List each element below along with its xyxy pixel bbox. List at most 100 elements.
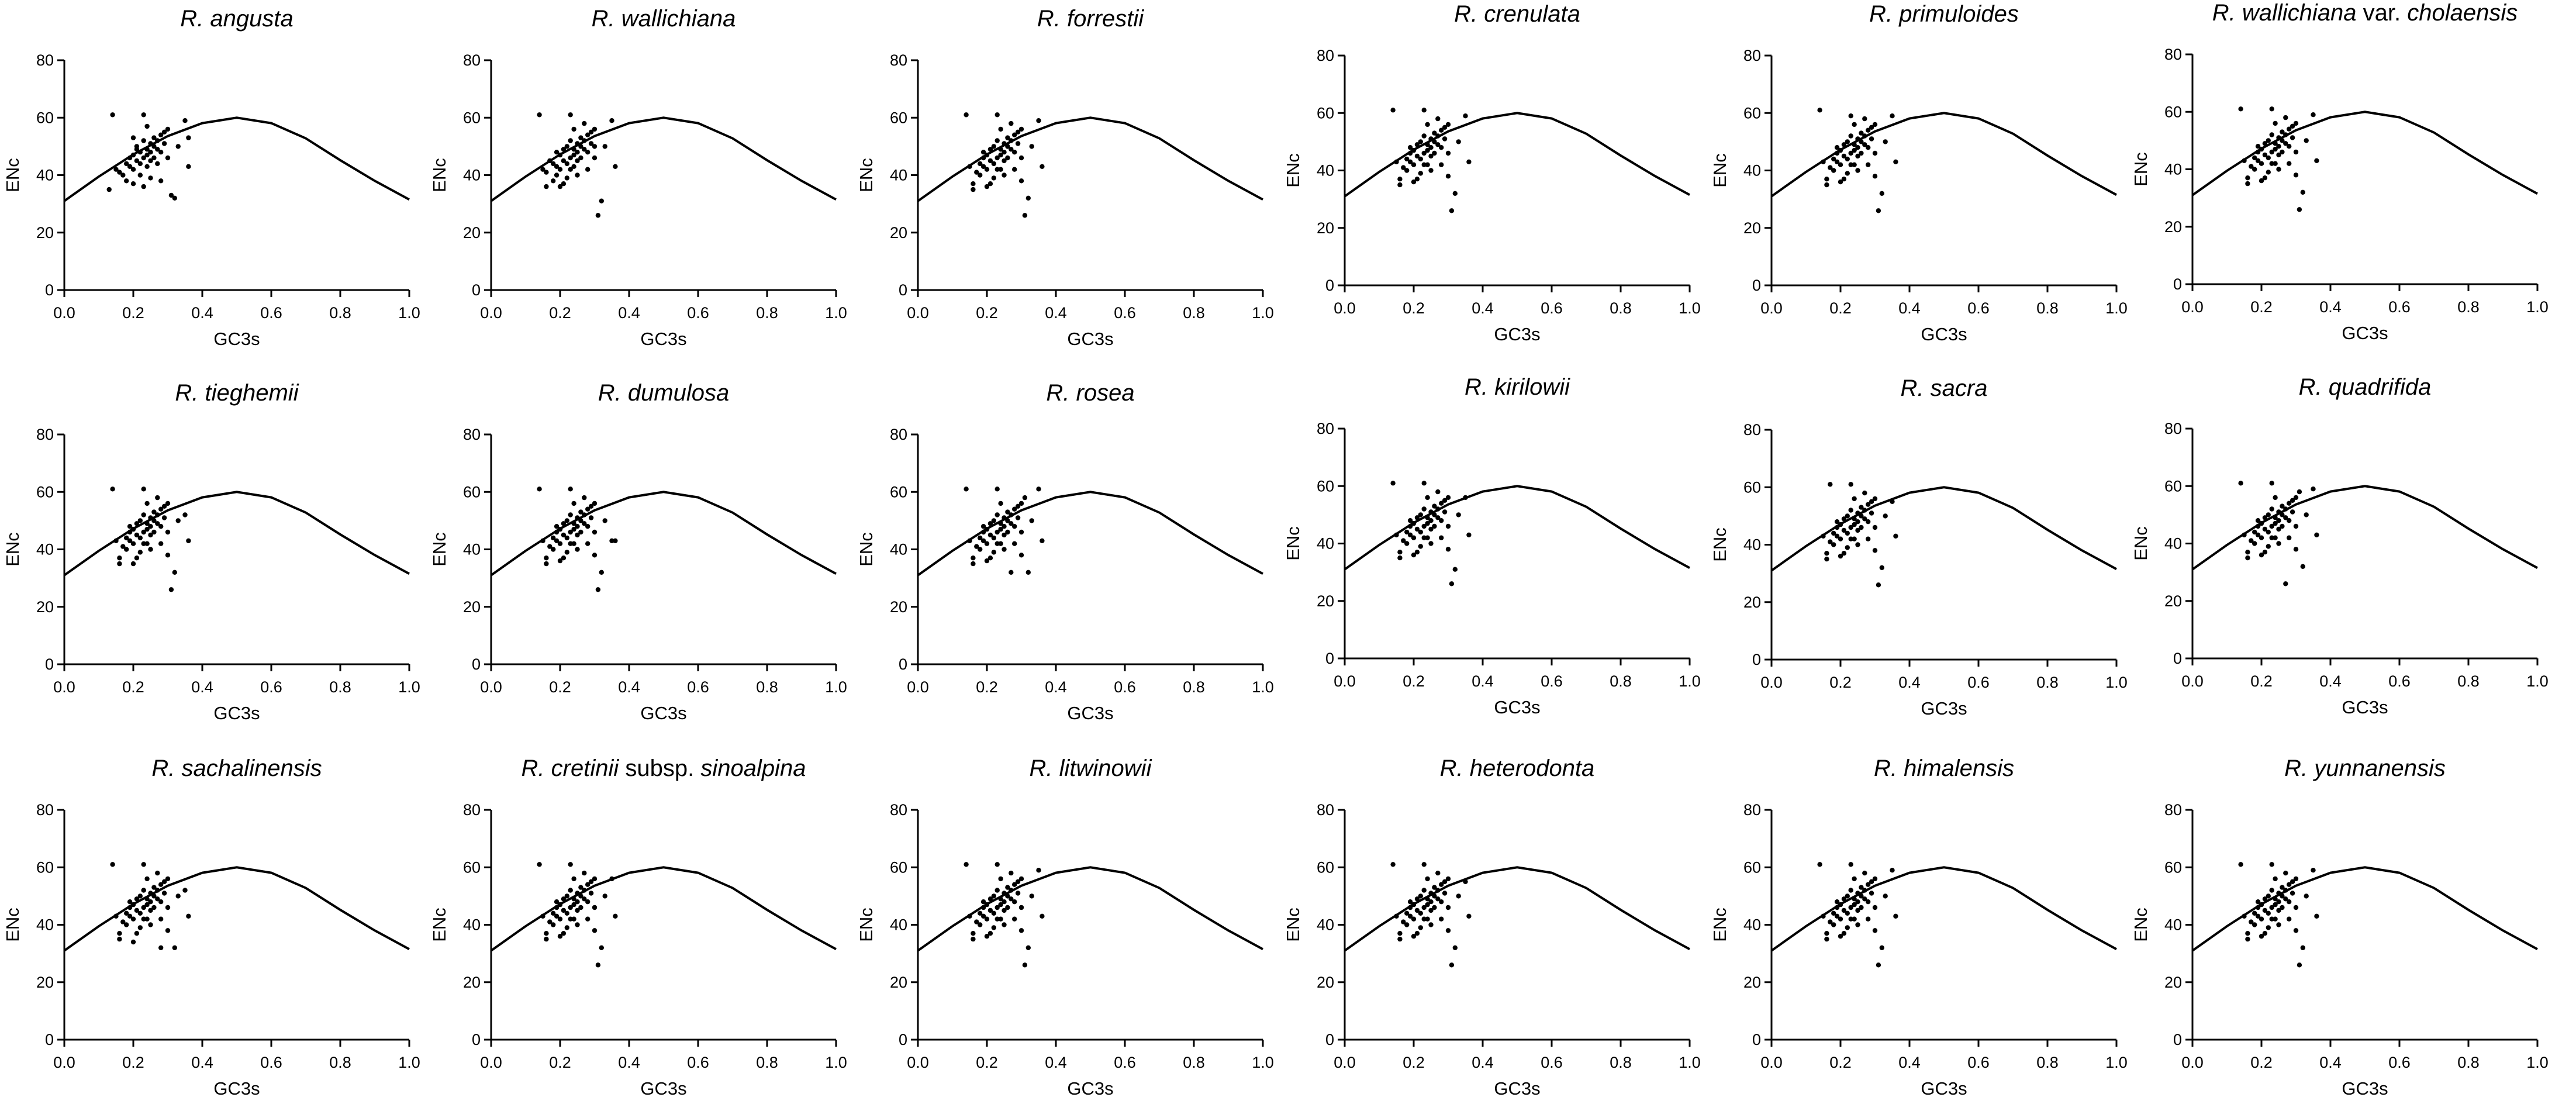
- gene-point: [995, 905, 1000, 910]
- gene-point: [1866, 127, 1871, 133]
- gene-point: [158, 899, 164, 905]
- x-tick-label: 0.6: [1114, 1054, 1136, 1071]
- y-tick-label: 40: [36, 167, 54, 184]
- gene-point: [991, 535, 997, 541]
- gene-point: [144, 164, 150, 169]
- gene-point: [1432, 503, 1437, 509]
- gene-point: [1866, 882, 1871, 887]
- chart-title-part: R. kirilowii: [1465, 374, 1570, 400]
- gene-point: [537, 112, 542, 118]
- gene-point: [1397, 555, 1403, 561]
- gene-point: [1015, 879, 1021, 885]
- gene-point: [1418, 171, 1423, 176]
- x-tick-label: 0.4: [1472, 299, 1494, 317]
- x-tick-label: 0.6: [1541, 672, 1563, 690]
- gene-point: [568, 487, 573, 492]
- gene-point: [564, 910, 569, 916]
- gene-point: [2262, 526, 2268, 532]
- gene-point: [1425, 876, 1430, 882]
- gene-point: [2290, 498, 2295, 503]
- chart-title-part: R. rosea: [1046, 380, 1134, 406]
- gene-point: [2273, 141, 2278, 146]
- gene-point: [1012, 506, 1017, 512]
- gene-point: [1890, 868, 1895, 873]
- gene-point: [1859, 505, 1864, 510]
- gene-point: [1394, 159, 1399, 164]
- y-axis-label: ENc: [856, 908, 876, 942]
- x-tick-label: 0.4: [2319, 672, 2342, 690]
- gene-point: [998, 896, 1003, 902]
- gene-point: [568, 155, 573, 161]
- gene-point: [984, 526, 990, 532]
- chart-panel: R. rosea 0 20 40 60 80 0.0 0.2 0.4 0.6 0.8 1.0 GC3s E…: [856, 380, 1274, 723]
- gene-point: [1852, 876, 1857, 882]
- y-tick-label: 0: [1752, 1031, 1761, 1048]
- x-tick-label: 0.6: [2388, 1054, 2411, 1071]
- gene-point: [568, 916, 573, 922]
- expected-enc-curve: [2191, 866, 2538, 952]
- gene-point: [137, 150, 143, 155]
- gene-point: [1838, 902, 1843, 908]
- x-tick-label: 0.2: [2250, 672, 2273, 690]
- y-axis-label: ENc: [1710, 153, 1730, 188]
- y-tick-label: 20: [1743, 219, 1761, 237]
- gene-point: [1401, 165, 1406, 170]
- y-tick-label: 60: [890, 858, 907, 876]
- gene-point: [1005, 529, 1010, 535]
- gene-point: [1838, 179, 1843, 185]
- y-tick-label: 60: [1743, 858, 1761, 876]
- x-axis-label: GC3s: [1067, 703, 1113, 723]
- gene-point: [2304, 138, 2309, 143]
- gene-point: [1012, 132, 1017, 137]
- gene-point: [141, 905, 146, 910]
- gene-point: [137, 910, 143, 916]
- gene-point: [1852, 902, 1857, 908]
- gene-point: [1428, 908, 1434, 913]
- gene-point: [1876, 582, 1881, 588]
- y-tick-label: 60: [2164, 858, 2182, 876]
- gene-point: [151, 518, 157, 523]
- y-axis-label: ENc: [2130, 908, 2151, 942]
- gene-point: [1893, 533, 1898, 539]
- x-tick-label: 0.4: [618, 678, 640, 696]
- gene-point: [1824, 177, 1829, 182]
- x-tick-label: 0.8: [756, 304, 778, 322]
- gene-point: [987, 556, 993, 561]
- gene-point: [1442, 136, 1448, 142]
- gene-point: [578, 885, 583, 890]
- y-tick-label: 20: [36, 224, 54, 241]
- y-tick-label: 60: [463, 858, 481, 876]
- gene-point: [571, 541, 576, 546]
- gene-point: [1824, 551, 1829, 556]
- gene-point: [544, 170, 549, 175]
- gene-point: [540, 913, 545, 919]
- gene-point: [151, 144, 157, 149]
- gene-point: [1439, 899, 1444, 905]
- gene-point: [2255, 518, 2261, 523]
- gene-point: [1452, 567, 1458, 572]
- gene-point: [1449, 581, 1455, 586]
- gene-point: [134, 532, 140, 538]
- gene-point: [137, 161, 143, 167]
- x-tick-label: 1.0: [2105, 1054, 2128, 1071]
- x-tick-label: 1.0: [1679, 672, 1701, 690]
- x-tick-label: 0.2: [122, 678, 144, 696]
- gene-point: [2273, 146, 2278, 152]
- gene-point: [2259, 520, 2264, 526]
- y-tick-label: 0: [1325, 650, 1334, 667]
- gene-point: [1002, 158, 1007, 164]
- gene-point: [1015, 129, 1021, 134]
- gene-point: [1439, 127, 1444, 133]
- gene-point: [2304, 893, 2309, 899]
- y-tick-label: 0: [899, 655, 907, 673]
- chart-title-part: R. tieghemii: [175, 380, 299, 406]
- gene-point: [967, 913, 972, 919]
- x-tick-label: 1.0: [398, 1054, 420, 1071]
- gene-point: [2255, 905, 2261, 910]
- gene-point: [1883, 513, 1888, 519]
- gene-point: [1407, 159, 1413, 164]
- gene-point: [995, 512, 1000, 517]
- gene-point: [995, 138, 1000, 143]
- chart-title: R. heterodonta: [1440, 755, 1595, 781]
- gene-point: [1445, 495, 1451, 501]
